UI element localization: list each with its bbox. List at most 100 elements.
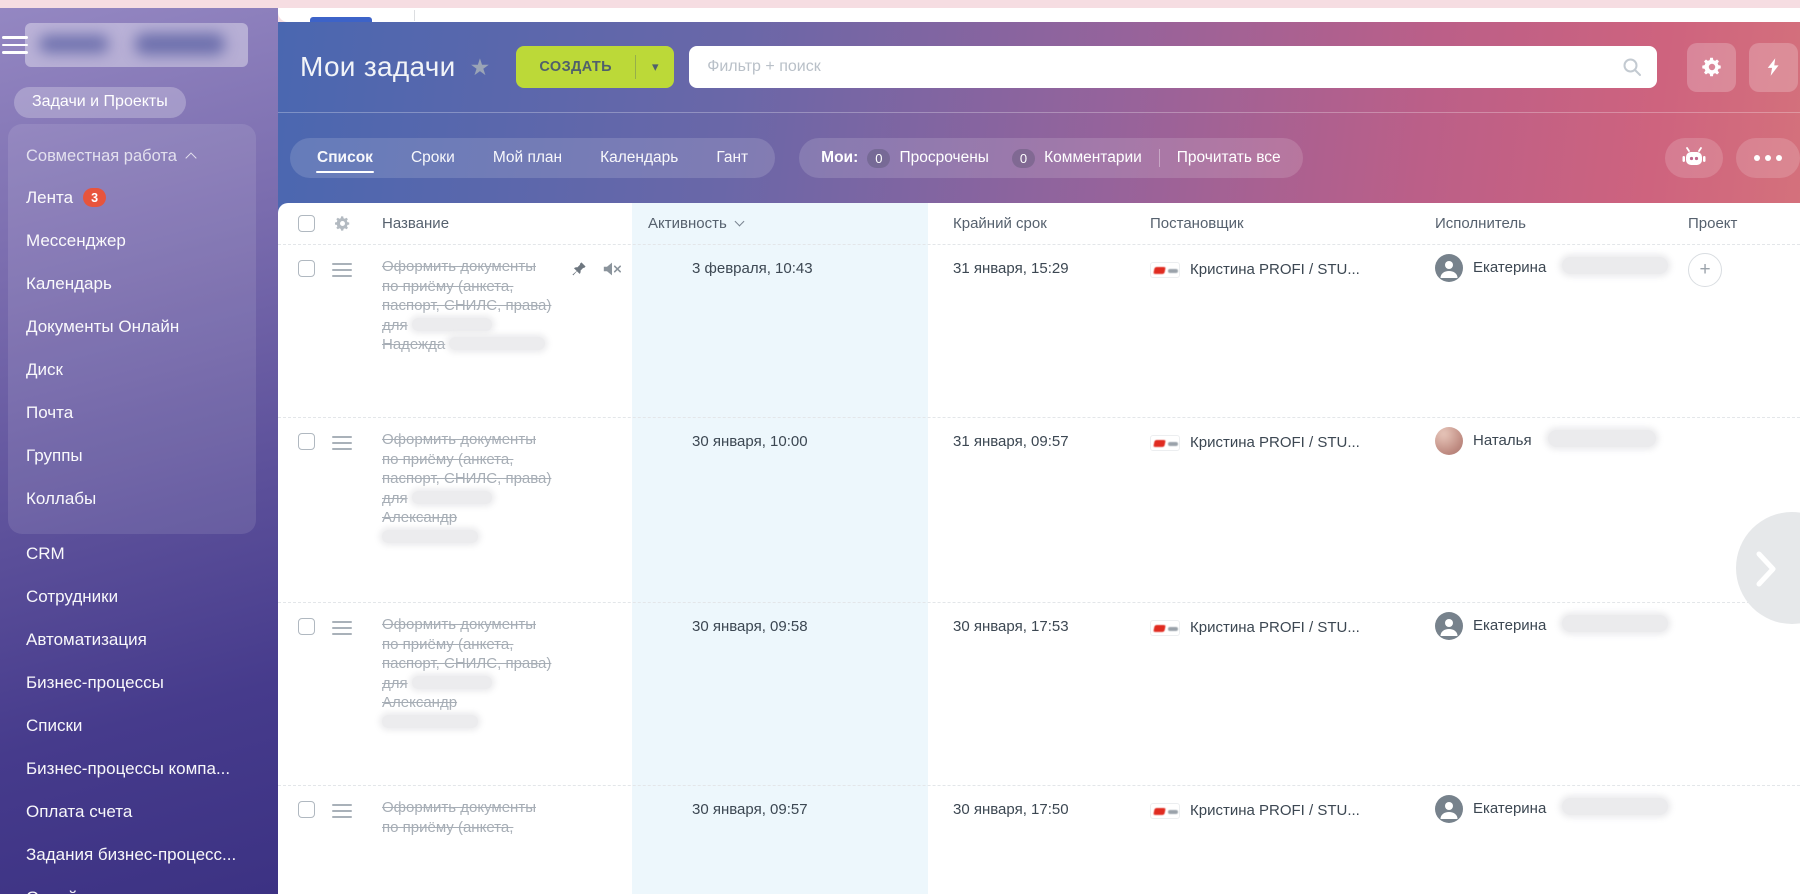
column-header-activity[interactable]: Активность [632, 215, 928, 232]
creator-name: Кристина PROFI / STU... [1190, 261, 1360, 278]
sidebar-item-employees[interactable]: Сотрудники [26, 575, 272, 618]
drag-handle[interactable] [332, 257, 374, 355]
sidebar-item-business-processes[interactable]: Бизнес-процессы [26, 661, 272, 704]
overdue-counter[interactable]: Просрочены [899, 149, 989, 166]
task-assignee[interactable]: Екатерина [1435, 254, 1668, 355]
tab-calendar[interactable]: Календарь [600, 149, 679, 166]
tab-list[interactable]: Список [298, 138, 392, 178]
add-project-button[interactable]: + [1688, 253, 1722, 287]
task-title-text: Оформить документы по приёму (анкета, [382, 799, 536, 836]
drag-handle[interactable] [332, 430, 374, 547]
column-header-label: Активность [648, 215, 727, 232]
task-creator[interactable]: Кристина PROFI / STU... [1150, 430, 1435, 547]
create-button-divider [635, 55, 637, 79]
sidebar-item-bp-tasks[interactable]: Задания бизнес-процесс... [26, 833, 272, 876]
column-header-project[interactable]: Проект [1688, 215, 1738, 232]
row-checkbox[interactable] [298, 618, 315, 635]
ellipsis-icon [1776, 155, 1782, 161]
mute-icon[interactable] [602, 260, 622, 278]
quick-actions-button[interactable] [1749, 42, 1798, 92]
sidebar-section-toggle[interactable]: Совместная работа [26, 136, 256, 176]
activity-column-highlight [632, 203, 928, 894]
search-input[interactable] [707, 58, 1621, 76]
task-deadline[interactable]: 31 января, 15:29 [953, 260, 1069, 277]
assignee-avatar [1435, 612, 1463, 640]
workspace-logo-blurred[interactable] [25, 23, 248, 67]
sidebar-item-online-booking[interactable]: Онлайн-запись [26, 876, 272, 894]
task-deadline[interactable]: 30 января, 17:53 [953, 618, 1069, 635]
drag-handle[interactable] [332, 798, 374, 837]
task-assignee[interactable]: Екатерина [1435, 612, 1668, 732]
sidebar: Задачи и Проекты Совместная работа Лента… [0, 8, 278, 894]
sidebar-item-label: Почта [26, 402, 74, 422]
settings-button[interactable] [1687, 42, 1736, 92]
task-creator[interactable]: Кристина PROFI / STU... [1150, 257, 1435, 355]
filter-search-bar[interactable] [689, 46, 1657, 88]
create-button[interactable]: СОЗДАТЬ ▾ [516, 46, 675, 88]
sidebar-item-label: Мессенджер [26, 230, 126, 250]
task-assignee[interactable]: Наталья [1435, 427, 1668, 547]
task-deadline[interactable]: 31 января, 09:57 [953, 433, 1069, 450]
menu-toggle-button[interactable] [2, 36, 32, 58]
copilot-button[interactable] [1665, 138, 1723, 178]
gear-icon [1701, 57, 1721, 77]
task-title-text: Оформить документы по приёму (анкета, па… [382, 258, 552, 334]
task-creator[interactable]: Кристина PROFI / STU... [1150, 615, 1435, 732]
task-title-link[interactable]: Оформить документы по приёму (анкета, [374, 798, 554, 837]
drag-handle[interactable] [332, 615, 374, 732]
page-title: Мои задачи [300, 51, 456, 82]
sidebar-item-lists[interactable]: Списки [26, 704, 272, 747]
overdue-count-badge: 0 [867, 148, 891, 168]
sidebar-item-invoice-payment[interactable]: Оплата счета [26, 790, 272, 833]
sidebar-item-tasks-projects[interactable]: Задачи и Проекты [14, 87, 186, 118]
sidebar-item-label: Календарь [26, 273, 112, 293]
assignee-avatar [1435, 254, 1463, 282]
row-checkbox[interactable] [298, 260, 315, 277]
column-header-name[interactable]: Название [382, 215, 450, 232]
sidebar-item-lenta[interactable]: Лента 3 [26, 176, 256, 219]
tab-my-plan[interactable]: Мой план [492, 149, 563, 166]
sidebar-item-company-bp[interactable]: Бизнес-процессы компа... [26, 747, 272, 790]
task-deadline[interactable]: 30 января, 17:50 [953, 801, 1069, 818]
search-icon[interactable] [1621, 56, 1643, 78]
task-title-link[interactable]: Оформить документы по приёму (анкета, па… [374, 257, 554, 355]
comments-counter[interactable]: Комментарии [1044, 149, 1142, 166]
sidebar-item-messenger[interactable]: Мессенджер [26, 219, 256, 262]
row-checkbox[interactable] [298, 801, 315, 818]
sidebar-item-crm[interactable]: CRM [26, 532, 272, 575]
task-title-link[interactable]: Оформить документы по приёму (анкета, па… [374, 615, 554, 732]
more-options-button[interactable] [1736, 138, 1800, 178]
sidebar-item-documents-online[interactable]: Документы Онлайн [26, 305, 256, 348]
person-icon [1440, 261, 1458, 278]
creator-logo-avatar [1150, 803, 1180, 819]
sidebar-item-automation[interactable]: Автоматизация [26, 618, 272, 661]
chevron-up-icon [185, 152, 197, 164]
sidebar-bottom-items: CRM Сотрудники Автоматизация Бизнес-проц… [26, 532, 272, 894]
pin-icon[interactable] [569, 260, 587, 278]
read-all-button[interactable]: Прочитать все [1176, 149, 1281, 166]
column-header-assignee[interactable]: Исполнитель [1435, 215, 1526, 232]
task-creator[interactable]: Кристина PROFI / STU... [1150, 798, 1435, 837]
tab-deadlines[interactable]: Сроки [410, 149, 455, 166]
sidebar-item-label: Бизнес-процессы [26, 672, 164, 692]
column-header-creator[interactable]: Постановщик [1150, 215, 1244, 232]
tab-gantt[interactable]: Гант [716, 149, 749, 166]
grid-settings-button[interactable] [332, 215, 374, 232]
sidebar-item-groups[interactable]: Группы [26, 434, 256, 477]
column-header-deadline[interactable]: Крайний срок [953, 215, 1047, 232]
favorite-star-icon[interactable]: ★ [469, 53, 491, 80]
sidebar-item-mail[interactable]: Почта [26, 391, 256, 434]
creator-name: Кристина PROFI / STU... [1190, 434, 1360, 451]
chevron-down-icon[interactable]: ▾ [651, 59, 659, 74]
sidebar-item-disk[interactable]: Диск [26, 348, 256, 391]
person-icon [1440, 619, 1458, 636]
task-title-link[interactable]: Оформить документы по приёму (анкета, па… [374, 430, 554, 547]
blurred-surname [411, 317, 492, 331]
blurred-surname [1562, 798, 1668, 815]
task-assignee[interactable]: Екатерина [1435, 795, 1668, 837]
row-checkbox[interactable] [298, 433, 315, 450]
sidebar-item-collabs[interactable]: Коллабы [26, 477, 256, 520]
sidebar-item-label: Оплата счета [26, 801, 133, 821]
select-all-checkbox[interactable] [298, 215, 315, 232]
sidebar-item-calendar[interactable]: Календарь [26, 262, 256, 305]
